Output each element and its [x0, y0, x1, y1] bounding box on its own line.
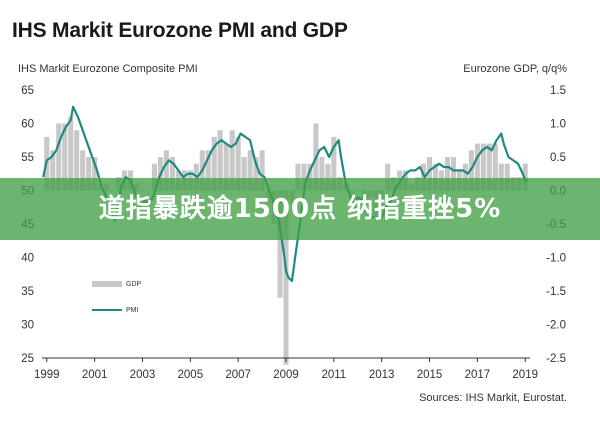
gdp-bar — [247, 150, 253, 191]
right-y-tick-label: -1.0 — [546, 253, 566, 265]
gdp-bar — [385, 163, 391, 191]
gdp-bar — [229, 130, 235, 191]
right-y-tick-label: -1.5 — [546, 286, 566, 298]
gdp-bar — [68, 116, 74, 191]
x-tick-label: 2017 — [465, 369, 491, 381]
gdp-bar — [74, 130, 80, 191]
gdp-bar — [223, 143, 229, 191]
x-tick-label: 2001 — [82, 369, 108, 381]
gdp-bar — [444, 157, 451, 191]
x-tick-label: 2019 — [512, 369, 538, 381]
gdp-bar — [486, 143, 492, 191]
left-axis-label: IHS Markit Eurozone Composite PMI — [18, 63, 198, 75]
chart-title: IHS Markit Eurozone PMI and GDP — [12, 19, 348, 42]
left-y-tick-label: 35 — [21, 286, 34, 298]
gdp-bar — [301, 163, 307, 191]
gdp-bar — [241, 157, 247, 191]
gdp-bar — [462, 163, 468, 191]
gdp-bar — [205, 150, 211, 191]
gdp-bar — [277, 190, 283, 298]
gdp-bar — [504, 163, 510, 191]
gdp-bar — [151, 163, 157, 191]
gdp-bar — [211, 136, 217, 191]
chart-axes: 1999 2001 2003 2005 2007 2009 2011 2013 2015 2017… — [21, 85, 566, 381]
gdp-bar — [169, 157, 175, 191]
gdp-bar — [163, 150, 169, 191]
right-y-tick-label: 1.0 — [550, 119, 566, 131]
x-tick-label: 2015 — [417, 369, 443, 381]
gdp-bar — [86, 157, 92, 191]
right-y-tick-label: 1.5 — [550, 85, 566, 97]
right-y-tick-label: -2.0 — [546, 320, 566, 332]
left-y-tick-label: 30 — [21, 320, 34, 332]
x-tick-label: 2007 — [225, 369, 251, 381]
x-tick-label: 2003 — [130, 369, 156, 381]
gdp-bar — [319, 157, 325, 191]
gdp-bar — [325, 163, 331, 191]
gdp-bar — [474, 143, 480, 191]
x-tick-label: 2009 — [273, 369, 299, 381]
left-y-tick-label: 60 — [21, 119, 34, 131]
gdp-bar — [253, 157, 259, 191]
legend-gdp-swatch — [92, 281, 122, 287]
gdp-bar — [307, 163, 313, 191]
left-y-tick-label: 25 — [21, 353, 34, 365]
gdp-bar — [92, 157, 98, 191]
gdp-bar — [522, 163, 528, 191]
gdp-bar — [283, 190, 289, 365]
gdp-bar — [492, 143, 498, 191]
gdp-bar — [295, 163, 301, 191]
gdp-bar — [432, 163, 439, 191]
left-y-tick-label: 40 — [21, 253, 34, 265]
x-tick-label: 2005 — [178, 369, 204, 381]
chart-legend: GDP PMI — [92, 281, 142, 314]
right-y-tick-label: -2.5 — [546, 353, 566, 365]
x-tick-label: 2011 — [321, 369, 346, 381]
gdp-bar — [480, 143, 486, 191]
legend-pmi-label: PMI — [126, 307, 139, 314]
gdp-bars — [44, 116, 528, 365]
gdp-bar — [235, 136, 241, 191]
legend-gdp-label: GDP — [126, 281, 142, 288]
gdp-bar — [217, 130, 223, 191]
gdp-bar — [50, 150, 56, 191]
news-banner-text: 道指暴跌逾1500点 纳指重挫5% — [98, 194, 502, 224]
left-y-tick-label: 65 — [21, 85, 34, 97]
gdp-bar — [498, 163, 504, 191]
x-tick-label: 1999 — [34, 369, 60, 381]
gdp-bar — [62, 123, 68, 191]
gdp-bar — [259, 150, 265, 191]
left-y-tick-label: 55 — [21, 152, 34, 164]
gdp-bar — [56, 123, 62, 191]
right-y-tick-label: 0.5 — [550, 152, 566, 164]
gdp-bar — [331, 136, 337, 191]
chart-source: Sources: IHS Markit, Eurostat. — [419, 392, 567, 404]
gdp-bar — [426, 157, 433, 191]
gdp-bar — [450, 157, 456, 191]
right-axis-label: Eurozone GDP, q/q% — [463, 63, 567, 75]
gdp-bar — [80, 150, 86, 191]
x-tick-label: 2013 — [369, 369, 395, 381]
news-banner — [0, 178, 600, 240]
